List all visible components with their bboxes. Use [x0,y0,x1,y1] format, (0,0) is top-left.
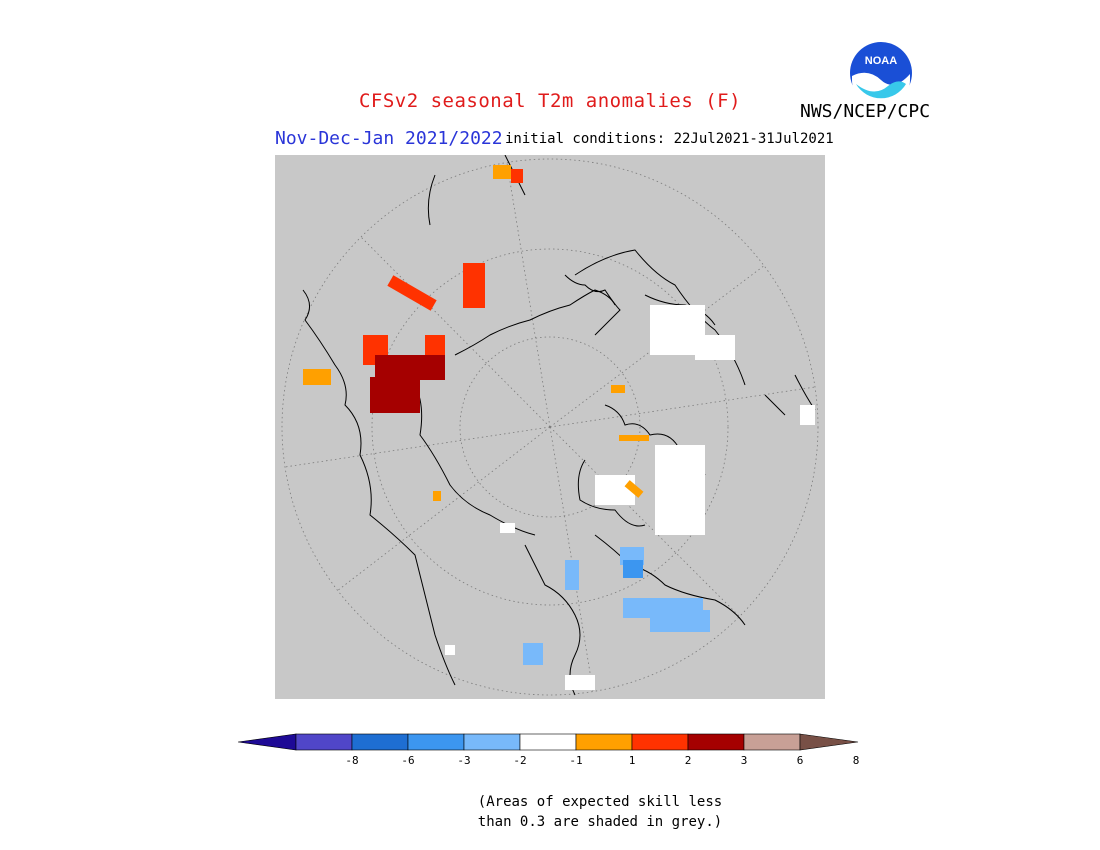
polar-map [275,154,825,699]
season-label: Nov-Dec-Jan 2021/2022 [275,128,503,149]
skill-note-line-2: than 0.3 are shaded in grey.) [477,814,723,830]
colorbar-tick-label: -8 [345,754,358,767]
cold-anomaly-areas [523,547,710,665]
noaa-logo-icon: NOAA [848,40,914,109]
colorbar-segment [631,733,689,751]
colorbar-segment [463,733,521,751]
colorbar-tick-label: 8 [853,754,860,767]
colorbar-segment [687,733,745,751]
initial-conditions-label: initial conditions: 22Jul2021-31Jul2021 [505,131,834,147]
near-normal-areas [445,305,815,690]
colorbar-tick-label: -1 [569,754,582,767]
chart-title: CFSv2 seasonal T2m anomalies (F) [358,90,742,112]
colorbar: -8 -6 -3 -2 -1 1 2 3 6 8 [237,730,862,770]
agency-label: NWS/NCEP/CPC [800,101,931,122]
colorbar-segment [743,733,801,751]
warm-anomaly-areas [303,165,649,501]
colorbar-tick-label: 3 [741,754,748,767]
graticule [281,158,819,696]
colorbar-segment [799,733,859,751]
skill-note-line-1: (Areas of expected skill less [477,794,723,810]
colorbar-segment [351,733,409,751]
colorbar-segment [237,733,297,751]
colorbar-segment [407,733,465,751]
skill-note: (Areas of expected skill less than 0.3 a… [470,792,730,832]
colorbar-tick-label: 6 [797,754,804,767]
colorbar-tick-label: -3 [457,754,470,767]
colorbar-tick-label: -6 [401,754,414,767]
colorbar-tick-label: 2 [685,754,692,767]
colorbar-tick-label: 1 [629,754,636,767]
colorbar-segment [575,733,633,751]
colorbar-segment [295,733,353,751]
colorbar-tick-label: -2 [513,754,526,767]
logo-text: NOAA [865,55,897,67]
colorbar-segment [519,733,577,751]
